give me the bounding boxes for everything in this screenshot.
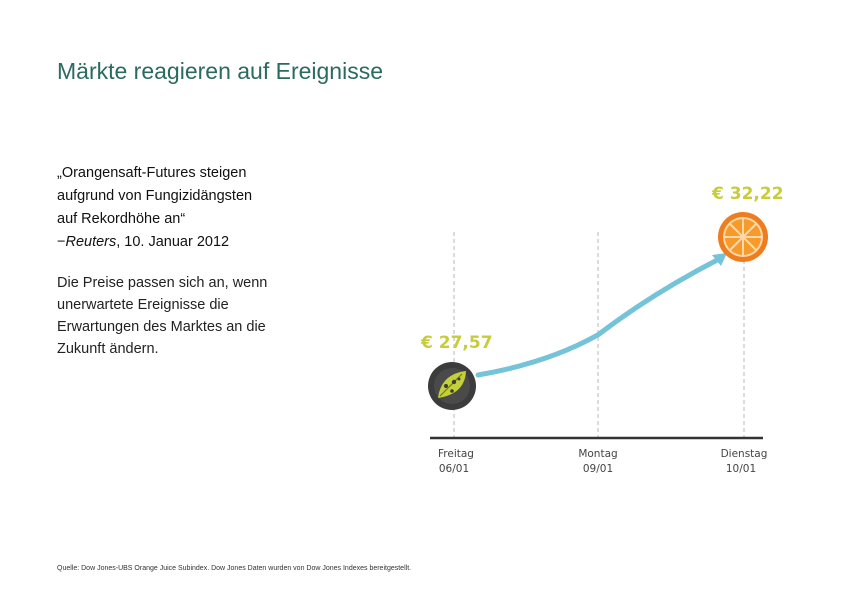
attribution-source: Reuters	[65, 234, 117, 250]
tick-label-date: 09/01	[583, 463, 613, 475]
tick-label-date: 10/01	[726, 463, 756, 475]
price-arrow	[712, 253, 727, 266]
page-title: Märkte reagieren auf Ereignisse	[57, 58, 383, 84]
leaf-fungus-icon	[428, 362, 476, 410]
quote-line: „Orangensaft-Futures steigen	[57, 165, 247, 181]
tick-label-day: Dienstag	[721, 448, 768, 460]
quote-line: auf Rekordhöhe an“	[57, 211, 186, 227]
tick-label-date: 06/01	[439, 463, 469, 475]
end-price-label: € 32,22	[711, 184, 784, 204]
price-line	[475, 255, 724, 378]
start-price-label: € 27,57	[420, 333, 493, 353]
tick-label-day: Freitag	[438, 448, 474, 460]
tick-label-day: Montag	[578, 448, 617, 460]
source-note: Quelle: Dow Jones-UBS Orange Juice Subin…	[57, 565, 412, 572]
attribution-date: , 10. Januar 2012	[116, 234, 230, 250]
body-text: Die Preise passen sich an, wenn unerwart…	[57, 275, 268, 357]
orange-slice-icon	[718, 212, 768, 262]
attribution-prefix: −	[57, 234, 66, 250]
quote-attribution: −Reuters, 10. Januar 2012	[57, 234, 229, 250]
quote-line: aufgrund von Fungizidängsten	[57, 188, 253, 204]
quote-block: „Orangensaft-Futures steigen aufgrund vo…	[57, 162, 317, 254]
